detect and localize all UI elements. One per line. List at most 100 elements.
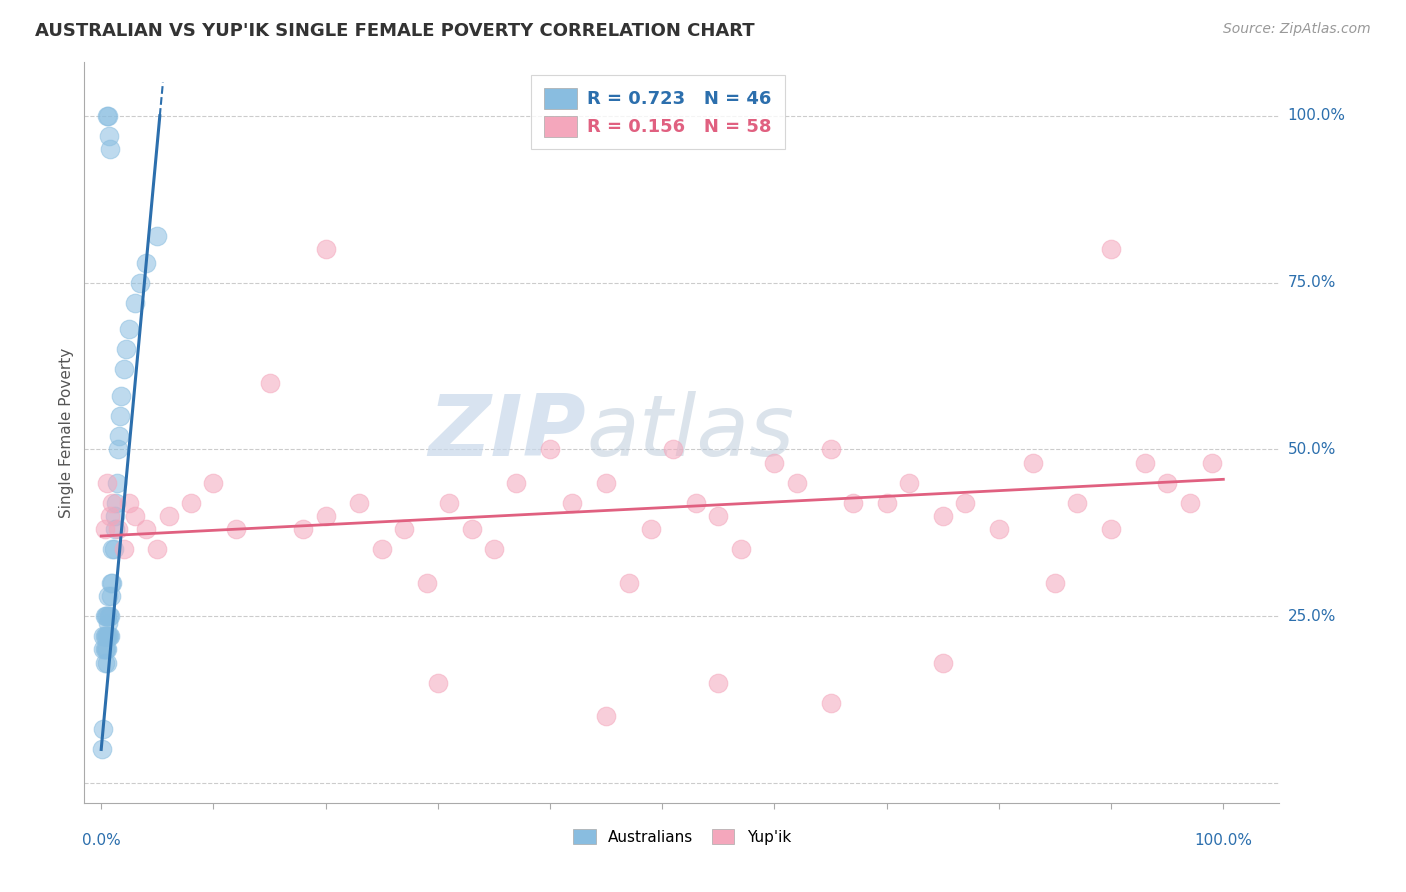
Point bbox=[315, 242, 337, 256]
Point bbox=[98, 128, 121, 143]
Point bbox=[91, 742, 114, 756]
Point bbox=[371, 542, 394, 557]
Point bbox=[1156, 475, 1178, 490]
Point bbox=[97, 109, 120, 123]
Point bbox=[437, 496, 460, 510]
Point bbox=[98, 629, 121, 643]
Point bbox=[100, 575, 122, 590]
Text: Source: ZipAtlas.com: Source: ZipAtlas.com bbox=[1223, 22, 1371, 37]
Point bbox=[640, 522, 662, 536]
Point bbox=[115, 343, 138, 357]
Point bbox=[124, 508, 146, 523]
Point bbox=[662, 442, 685, 457]
Point bbox=[101, 496, 124, 510]
Point bbox=[93, 723, 115, 737]
Point bbox=[98, 629, 121, 643]
Point bbox=[707, 508, 730, 523]
Point bbox=[1043, 575, 1066, 590]
Point bbox=[101, 575, 124, 590]
Point bbox=[685, 496, 707, 510]
Point bbox=[93, 629, 115, 643]
Text: AUSTRALIAN VS YUP'IK SINGLE FEMALE POVERTY CORRELATION CHART: AUSTRALIAN VS YUP'IK SINGLE FEMALE POVER… bbox=[35, 22, 755, 40]
Point bbox=[820, 696, 842, 710]
Point bbox=[105, 475, 128, 490]
Point bbox=[842, 496, 865, 510]
Legend: Australians, Yup'ik: Australians, Yup'ik bbox=[567, 822, 797, 851]
Point bbox=[108, 429, 131, 443]
Point bbox=[94, 609, 117, 624]
Point bbox=[135, 255, 157, 269]
Point bbox=[292, 522, 315, 536]
Point bbox=[96, 609, 118, 624]
Point bbox=[93, 642, 115, 657]
Text: 100.0%: 100.0% bbox=[1288, 108, 1346, 123]
Text: atlas: atlas bbox=[586, 391, 794, 475]
Point bbox=[129, 276, 152, 290]
Point bbox=[104, 496, 127, 510]
Point bbox=[96, 475, 118, 490]
Point bbox=[1099, 522, 1122, 536]
Point bbox=[93, 642, 115, 657]
Point bbox=[595, 475, 617, 490]
Point bbox=[93, 522, 115, 536]
Point bbox=[426, 675, 449, 690]
Point bbox=[104, 508, 127, 523]
Point bbox=[1178, 496, 1201, 510]
Text: 75.0%: 75.0% bbox=[1288, 275, 1336, 290]
Point bbox=[101, 542, 124, 557]
Point bbox=[110, 389, 132, 403]
Point bbox=[180, 496, 202, 510]
Point bbox=[93, 656, 115, 670]
Point bbox=[1021, 456, 1043, 470]
Point bbox=[98, 142, 121, 156]
Point bbox=[112, 542, 135, 557]
Text: 100.0%: 100.0% bbox=[1194, 833, 1253, 848]
Point bbox=[730, 542, 752, 557]
Point bbox=[94, 642, 117, 657]
Point bbox=[107, 522, 129, 536]
Point bbox=[112, 362, 135, 376]
Point bbox=[932, 508, 955, 523]
Text: ZIP: ZIP bbox=[429, 391, 586, 475]
Point bbox=[460, 522, 482, 536]
Point bbox=[955, 496, 977, 510]
Point bbox=[505, 475, 527, 490]
Point bbox=[124, 295, 146, 310]
Point bbox=[98, 609, 121, 624]
Point bbox=[93, 629, 115, 643]
Point bbox=[100, 589, 122, 603]
Point bbox=[595, 709, 617, 723]
Point bbox=[898, 475, 921, 490]
Point bbox=[96, 629, 118, 643]
Point bbox=[97, 629, 120, 643]
Point bbox=[259, 376, 281, 390]
Point bbox=[93, 609, 115, 624]
Point bbox=[707, 675, 730, 690]
Text: 25.0%: 25.0% bbox=[1288, 608, 1336, 624]
Text: 50.0%: 50.0% bbox=[1288, 442, 1336, 457]
Point bbox=[96, 109, 118, 123]
Point bbox=[94, 629, 117, 643]
Point bbox=[118, 322, 141, 336]
Y-axis label: Single Female Poverty: Single Female Poverty bbox=[59, 348, 75, 517]
Point bbox=[146, 542, 169, 557]
Point bbox=[349, 496, 371, 510]
Point bbox=[96, 656, 118, 670]
Point bbox=[107, 442, 129, 457]
Point bbox=[987, 522, 1010, 536]
Point bbox=[415, 575, 437, 590]
Point bbox=[617, 575, 640, 590]
Point bbox=[561, 496, 583, 510]
Point bbox=[786, 475, 808, 490]
Point bbox=[763, 456, 786, 470]
Point bbox=[392, 522, 415, 536]
Point bbox=[104, 522, 127, 536]
Point bbox=[1099, 242, 1122, 256]
Point bbox=[98, 609, 121, 624]
Point bbox=[876, 496, 898, 510]
Text: 0.0%: 0.0% bbox=[82, 833, 121, 848]
Point bbox=[118, 496, 141, 510]
Point bbox=[97, 589, 120, 603]
Point bbox=[157, 508, 180, 523]
Point bbox=[225, 522, 247, 536]
